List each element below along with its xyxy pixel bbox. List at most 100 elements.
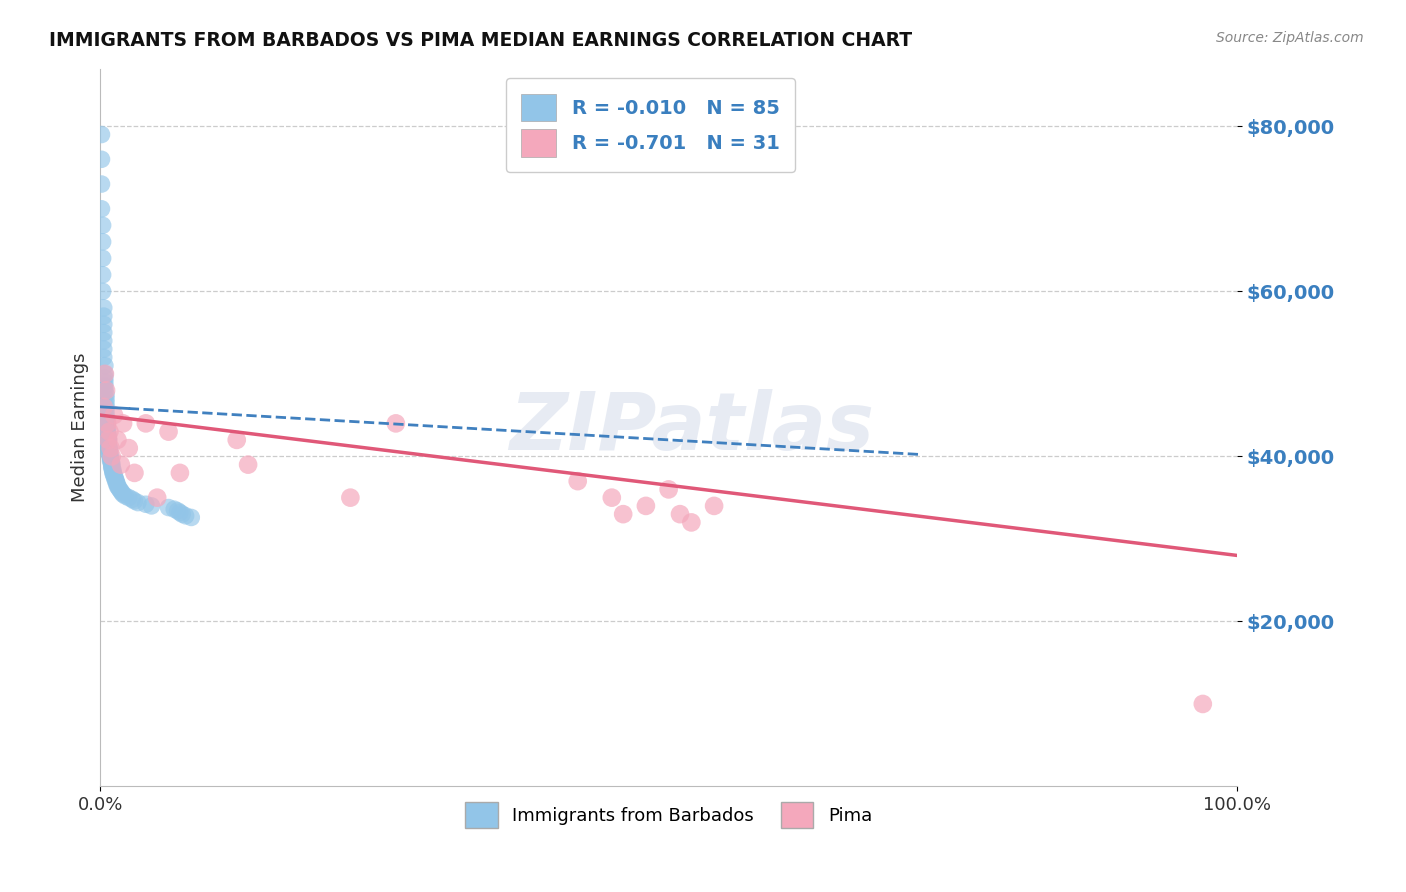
Point [108,483,131,497]
Point [94,367,117,381]
Point [97,437,120,451]
Point [174,508,197,523]
Point [169,506,191,520]
Point [94,371,117,385]
Point [105,479,128,493]
Point [93,318,115,332]
Point [166,504,188,518]
Point [110,483,132,498]
Point [94,367,117,381]
Point [385,417,408,431]
Point [100,458,122,472]
Point [96,412,118,426]
Point [94,408,117,422]
Point [112,417,135,431]
Point [104,471,127,485]
Point [100,459,122,474]
Point [94,375,117,389]
Point [703,499,725,513]
Point [600,491,623,505]
Point [105,433,128,447]
Point [91,285,114,299]
Point [236,458,259,472]
Point [101,462,124,476]
Point [100,452,122,467]
Point [96,420,118,434]
Point [100,450,122,464]
Point [101,466,124,480]
Point [98,444,121,458]
Point [112,487,135,501]
Point [93,342,115,356]
Point [101,464,124,478]
Point [93,301,115,315]
Point [94,412,117,426]
Point [94,359,117,373]
Point [97,433,120,447]
Point [94,384,117,398]
Text: IMMIGRANTS FROM BARBADOS VS PIMA MEDIAN EARNINGS CORRELATION CHART: IMMIGRANTS FROM BARBADOS VS PIMA MEDIAN … [49,31,912,50]
Point [103,469,125,483]
Point [98,446,121,460]
Point [94,387,117,401]
Point [96,426,118,441]
Point [103,467,125,482]
Point [96,417,118,432]
Point [97,431,120,445]
Point [96,417,118,431]
Point [97,429,120,443]
Point [172,507,194,521]
Point [96,425,118,439]
Point [97,434,120,449]
Point [93,400,115,414]
Point [98,425,121,439]
Point [127,495,149,509]
Point [96,417,118,431]
Point [90,153,112,167]
Point [157,500,180,515]
Point [105,474,128,488]
Point [96,423,118,437]
Point [93,326,115,340]
Point [124,494,146,508]
Point [97,433,120,447]
Point [94,392,117,406]
Legend: Immigrants from Barbados, Pima: Immigrants from Barbados, Pima [458,795,879,835]
Point [135,497,157,511]
Point [141,499,163,513]
Text: ZIPatlas: ZIPatlas [509,389,875,467]
Point [90,202,112,216]
Point [107,481,129,495]
Point [94,384,117,398]
Point [634,499,657,513]
Point [91,235,114,249]
Point [339,491,361,505]
Point [91,268,114,282]
Point [97,440,120,454]
Point [100,454,122,468]
Point [669,507,692,521]
Point [110,458,132,472]
Point [157,425,180,439]
Point [135,417,157,431]
Point [100,456,122,470]
Point [118,441,141,455]
Point [91,219,114,233]
Point [91,252,114,266]
Point [93,334,115,348]
Point [612,507,634,521]
Point [100,441,122,455]
Text: Source: ZipAtlas.com: Source: ZipAtlas.com [1216,31,1364,45]
Point [225,433,247,447]
Point [100,450,122,465]
Y-axis label: Median Earnings: Median Earnings [72,352,89,502]
Point [124,466,146,480]
Point [121,492,143,507]
Point [90,128,112,142]
Point [114,489,136,503]
Point [105,475,128,490]
Point [118,491,141,505]
Point [100,450,122,464]
Point [180,510,202,524]
Point [169,466,191,480]
